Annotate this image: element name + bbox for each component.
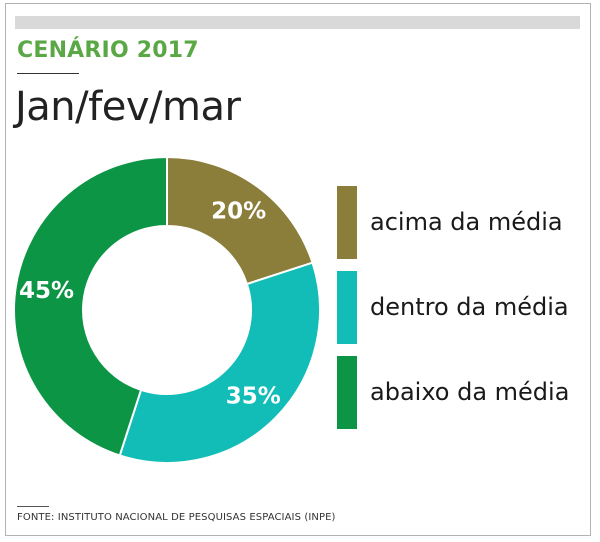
- legend-swatch-dentro: [337, 271, 357, 344]
- legend-swatch-abaixo: [337, 356, 357, 429]
- source-divider: [17, 506, 49, 507]
- slice-label-dentro: 35%: [226, 383, 281, 409]
- period-title: Jan/fev/mar: [15, 84, 241, 130]
- legend-label-abaixo: abaixo da média: [370, 378, 570, 406]
- donut-slice-acima: [166, 155, 314, 286]
- legend-label-dentro: dentro da média: [370, 293, 569, 321]
- legend-swatch-acima: [337, 186, 357, 259]
- legend-label-acima: acima da média: [370, 208, 563, 236]
- donut-slice-dentro: [118, 261, 321, 464]
- top-bar: [15, 16, 580, 29]
- title-divider: [17, 73, 79, 74]
- slice-label-acima: 20%: [211, 198, 266, 224]
- donut-slice-abaixo: [13, 155, 168, 457]
- slice-label-abaixo: 45%: [19, 278, 74, 304]
- source-note: FONTE: INSTITUTO NACIONAL DE PESQUISAS E…: [17, 512, 336, 523]
- section-title: CENÁRIO 2017: [17, 38, 199, 63]
